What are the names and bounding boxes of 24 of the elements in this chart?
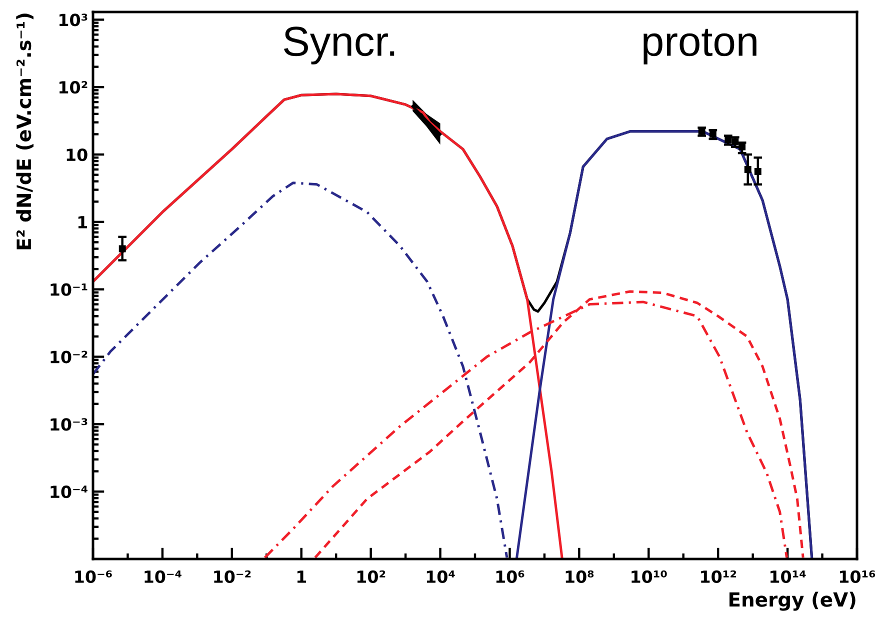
x-tick-label: 10⁴ <box>426 570 455 584</box>
x-tick-label: 10¹⁴ <box>770 570 806 584</box>
x-tick-label: 10¹² <box>701 570 736 584</box>
y-tick-label: 10³ <box>60 14 88 26</box>
x-tick-label: 10⁻⁴ <box>144 570 182 584</box>
x-tick-label: 10⁻² <box>214 570 251 584</box>
y-tick-label: 1 <box>78 216 87 228</box>
y-tick-label: 10⁻⁴ <box>50 486 88 498</box>
y-tick-label: 10² <box>60 81 88 94</box>
y-tick-label: 10 <box>66 148 88 162</box>
annotation: Syncr. <box>284 26 394 64</box>
annotation: proton <box>644 28 756 64</box>
x-tick-label: 10¹⁰ <box>632 570 667 584</box>
x-tick-label: 10² <box>357 570 386 584</box>
x-axis-title: Energy (eV) <box>730 592 856 611</box>
x-tick-label: 10⁻⁶ <box>75 570 112 584</box>
y-tick-label: 10⁻³ <box>50 418 88 431</box>
x-tick-label: 1 <box>297 570 306 583</box>
y-tick-label: 10⁻² <box>50 350 88 364</box>
x-tick-label: 10¹⁶ <box>840 570 876 584</box>
y-tick-label: 10⁻¹ <box>50 283 88 296</box>
x-tick-label: 10⁸ <box>566 570 594 584</box>
y-axis-title: E² dN/dE (eV.cm⁻².s⁻¹) <box>16 14 34 250</box>
x-tick-label: 10⁶ <box>496 570 524 584</box>
